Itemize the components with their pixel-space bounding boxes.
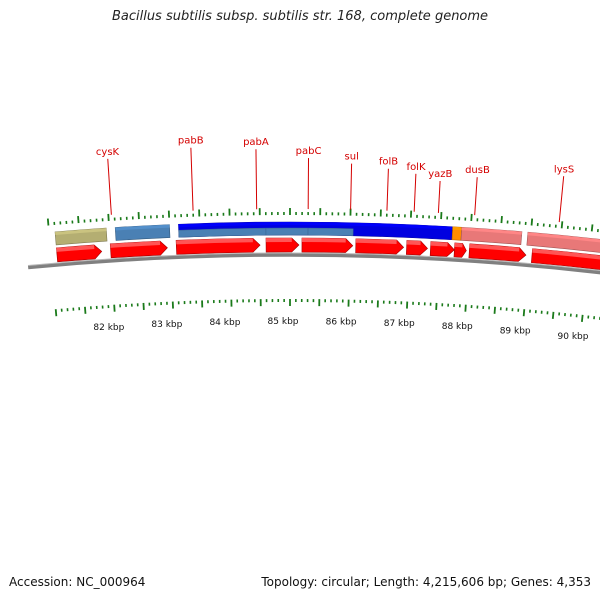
gene-leader-line [413, 173, 417, 212]
gene-label[interactable]: sul [345, 152, 359, 163]
feature-block-highlight [527, 232, 600, 243]
gene-label[interactable]: yazB [428, 169, 452, 180]
scale-tick-marks [54, 299, 600, 322]
scale-tick [493, 306, 496, 314]
gene-label[interactable]: dusB [465, 165, 490, 176]
gene-label[interactable]: folK [407, 162, 426, 173]
scale-labels: 82 kbp 83 kbp 84 kbp 85 kbp 86 kbp 87 kbp 88 k… [93, 317, 588, 342]
scale-tick [84, 306, 87, 314]
scale-label: 90 kbp [558, 332, 589, 342]
cds-arrow-highlight [266, 237, 292, 243]
cds-arrow-highlight [532, 248, 600, 260]
gene-leader-line [558, 176, 565, 223]
upper-tick [560, 221, 564, 229]
feature-block-highlight [178, 221, 453, 230]
scale-label: 84 kbp [209, 318, 240, 328]
upper-tick-marks [46, 208, 599, 233]
gene-label[interactable]: cysK [96, 147, 120, 158]
scale-label: 89 kbp [500, 326, 531, 336]
gene-leader-line [386, 168, 389, 211]
scale-tick [522, 309, 526, 317]
feature-block-highlight [452, 226, 462, 231]
gene-leader-line [107, 158, 112, 215]
cds-arrow-highlight [56, 244, 95, 252]
feature-block-highlight [461, 227, 522, 235]
scale-label: 85 kbp [268, 317, 299, 327]
map-title: Bacillus subtilis subsp. subtilis str. 1… [111, 9, 489, 24]
cds-arrow-highlight [469, 243, 520, 252]
gene-label[interactable]: pabB [178, 136, 204, 147]
upper-tick [530, 218, 534, 226]
cds-track [56, 237, 600, 270]
cds-arrow-highlight [110, 241, 161, 248]
feature-block-highlight [115, 224, 170, 231]
cds-arrow-highlight [355, 238, 397, 245]
gene-leader-line [437, 180, 441, 213]
gene-label[interactable]: lysS [554, 164, 574, 175]
gene-label[interactable]: pabC [296, 146, 322, 157]
feature-track [54, 221, 600, 253]
accession-text: Accession: NC_000964 [9, 575, 146, 589]
scale-tick [54, 309, 58, 317]
upper-tick [500, 215, 503, 224]
gene-label[interactable]: pabA [243, 137, 269, 148]
gene-leader-line [474, 177, 478, 216]
cds-arrow-highlight [406, 240, 421, 246]
upper-tick [77, 215, 80, 224]
genome-backbone [27, 253, 600, 275]
cds-arrow-highlight [301, 238, 346, 243]
scale-tick [551, 311, 555, 319]
gene-label-leaders [107, 147, 565, 223]
backbone-layer [27, 252, 600, 275]
genome-backbone-highlight [27, 252, 600, 272]
scale-label: 83 kbp [151, 320, 182, 330]
scale-tick [580, 314, 584, 322]
gene-leader-line [350, 163, 353, 210]
gene-sub-block[interactable] [265, 227, 309, 236]
cds-arrow-highlight [430, 241, 448, 247]
gene-label[interactable]: folB [379, 157, 398, 168]
cds-arrow-highlight [454, 242, 463, 248]
gene-leader-line [190, 147, 194, 211]
scale-label: 86 kbp [326, 317, 357, 327]
gene-sub-block[interactable] [307, 227, 354, 236]
cds-arrow-highlight [176, 238, 253, 245]
gene-leader-line [255, 149, 258, 210]
genome-summary-text: Topology: circular; Length: 4,215,606 bp… [261, 575, 591, 589]
scale-label: 87 kbp [384, 319, 415, 329]
upper-tick [46, 218, 50, 226]
scale-label: 82 kbp [93, 323, 124, 333]
scale-label: 88 kbp [442, 322, 473, 332]
feature-block-highlight [55, 228, 107, 235]
upper-tick [590, 224, 594, 232]
